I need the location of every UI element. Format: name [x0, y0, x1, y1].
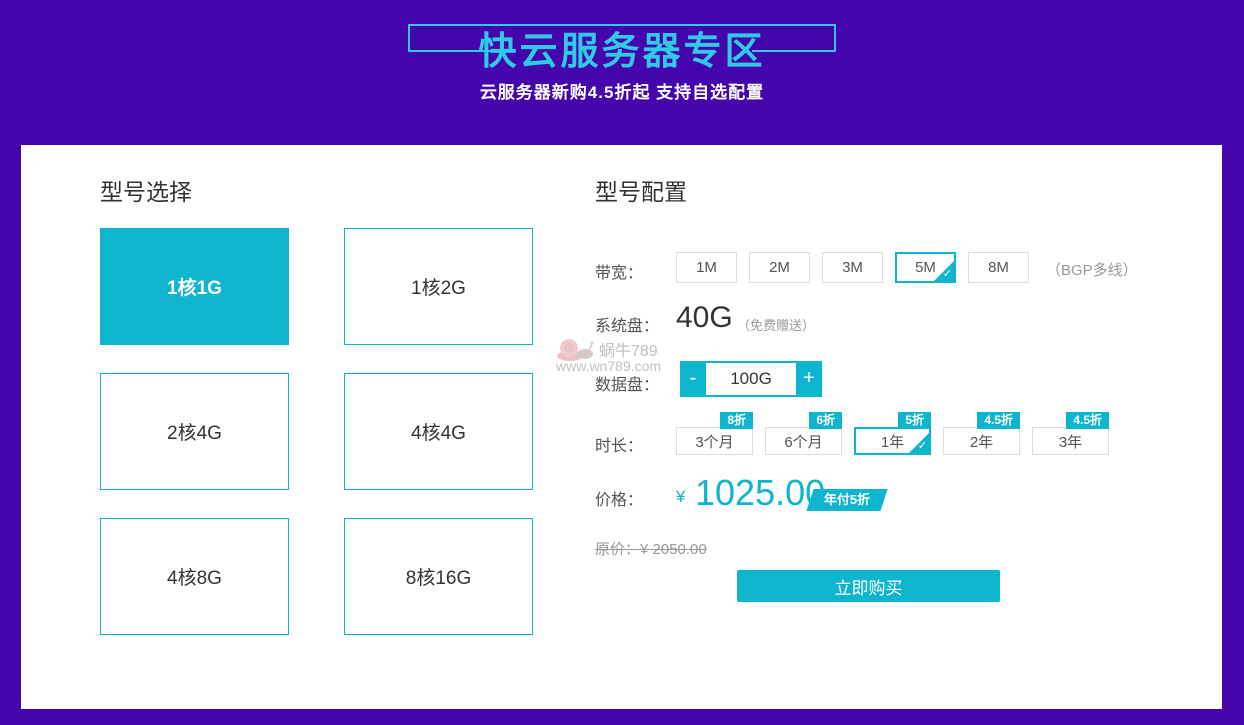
- selected-check-icon: ✓: [909, 433, 929, 453]
- duration-option-label: 6个月: [784, 433, 823, 451]
- system-disk-label: 系统盘：: [595, 318, 660, 335]
- model-option-2core-4g[interactable]: 2核4G: [100, 373, 289, 490]
- original-price-label: 原价：: [595, 541, 641, 558]
- duration-label: 时长：: [595, 438, 644, 455]
- buy-now-button[interactable]: 立即购买: [737, 570, 1000, 602]
- duration-option-1year[interactable]: 1年 5折 ✓: [854, 412, 931, 455]
- model-option-4core-8g[interactable]: 4核8G: [100, 518, 289, 635]
- data-disk-stepper: - +: [680, 361, 822, 397]
- duration-option-3year[interactable]: 3年 4.5折: [1032, 412, 1109, 455]
- model-grid: 1核1G 1核2G 2核4G 4核4G 4核8G 8核16G: [100, 228, 533, 635]
- duration-option-2year[interactable]: 2年 4.5折: [943, 412, 1020, 455]
- annual-discount-badge-label: 年付5折: [823, 492, 871, 507]
- data-disk-input[interactable]: [706, 363, 796, 395]
- model-option-1core-1g[interactable]: 1核1G: [100, 228, 289, 345]
- data-disk-label: 数据盘：: [595, 377, 660, 394]
- stepper-minus-button[interactable]: -: [689, 367, 697, 389]
- discount-badge: 6折: [809, 412, 842, 429]
- bandwidth-option-label: 5M: [915, 259, 936, 276]
- discount-badge: 4.5折: [977, 412, 1020, 429]
- currency-symbol: ¥: [676, 487, 686, 506]
- duration-option-label: 2年: [969, 433, 994, 451]
- bandwidth-option-3m[interactable]: 3M: [822, 252, 883, 283]
- page-title: 快云服务器专区: [478, 31, 766, 73]
- duration-options: 3个月 8折 6个月 6折 1年 5折 ✓ 2年 4.5折 3年 4.5折: [676, 412, 1121, 455]
- purchase-card: 型号选择 1核1G 1核2G 2核4G 4核4G 4核8G 8核16G 型号配置…: [21, 145, 1222, 709]
- duration-option-label: 3年: [1058, 433, 1083, 451]
- discount-badge: 4.5折: [1066, 412, 1109, 429]
- discount-badge: 5折: [898, 412, 931, 429]
- price-amount: 1025.00: [695, 472, 826, 513]
- duration-option-label: 3个月: [695, 433, 734, 451]
- hero-title-frame: 快云服务器专区: [408, 24, 836, 71]
- original-price-value: ¥ 2050.00: [640, 541, 707, 558]
- hero-subtitle: 云服务器新购4.5折起 支持自选配置: [479, 83, 765, 102]
- duration-option-6month[interactable]: 6个月 6折: [765, 412, 842, 455]
- bgp-note: （BGP多线）: [1046, 262, 1138, 279]
- price-label: 价格：: [595, 492, 644, 509]
- system-disk-value: 40G: [676, 301, 733, 334]
- original-price: 原价：¥ 2050.00: [595, 538, 707, 559]
- config-section-heading: 型号配置: [595, 179, 687, 205]
- model-option-1core-2g[interactable]: 1核2G: [344, 228, 533, 345]
- bandwidth-option-8m[interactable]: 8M: [968, 252, 1029, 283]
- model-option-4core-4g[interactable]: 4核4G: [344, 373, 533, 490]
- duration-option-label: 1年: [880, 433, 905, 451]
- bandwidth-option-2m[interactable]: 2M: [749, 252, 810, 283]
- bandwidth-option-1m[interactable]: 1M: [676, 252, 737, 283]
- bandwidth-option-5m[interactable]: 5M ✓: [895, 252, 956, 283]
- model-option-8core-16g[interactable]: 8核16G: [344, 518, 533, 635]
- discount-badge: 8折: [720, 412, 753, 429]
- system-disk-note: （免费赠送）: [737, 318, 816, 333]
- selected-check-icon: ✓: [934, 261, 954, 281]
- duration-option-3month[interactable]: 3个月 8折: [676, 412, 753, 455]
- model-section-heading: 型号选择: [100, 179, 192, 205]
- stepper-plus-button[interactable]: +: [803, 367, 815, 389]
- bandwidth-label: 带宽：: [595, 265, 644, 282]
- bandwidth-options: 1M 2M 3M 5M ✓ 8M: [676, 252, 1041, 283]
- annual-discount-badge: 年付5折: [806, 489, 888, 511]
